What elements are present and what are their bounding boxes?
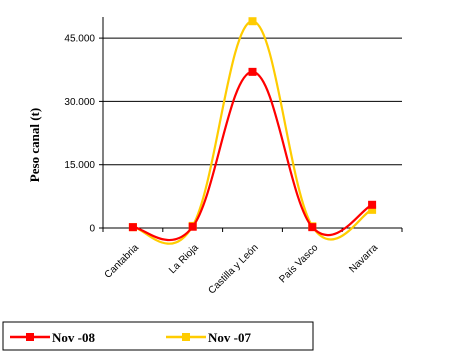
x-tick-label: Navarra: [347, 242, 380, 275]
y-axis-label: Peso canal (t): [27, 108, 42, 182]
legend-item: Nov -08: [10, 330, 95, 345]
series-1: [128, 67, 377, 242]
legend-box: [2, 321, 314, 351]
axes: [102, 17, 402, 229]
data-point-marker: [368, 200, 377, 209]
y-tick-label: 45.000: [64, 34, 95, 45]
legend-item: Nov -07: [166, 330, 251, 345]
series-lines: [128, 17, 377, 245]
y-tick-label: 30.000: [64, 97, 95, 108]
x-tick-label: Cantabria: [103, 242, 142, 281]
data-point-marker: [128, 223, 137, 232]
series-2: [128, 17, 377, 245]
y-tick-label: 15.000: [64, 160, 95, 171]
series-line: [132, 70, 373, 242]
legend-label: Nov -07: [208, 330, 251, 345]
gridlines: [103, 37, 402, 166]
y-tick-label: 0: [89, 224, 95, 235]
legend: Nov -08 Nov -07: [2, 321, 314, 351]
y-ticks: 0 15.000 30.000 45.000: [64, 34, 103, 235]
x-tick-label: La Rioja: [167, 242, 201, 276]
data-point-marker: [248, 67, 257, 76]
series-line: [132, 20, 373, 245]
data-point-marker: [248, 17, 257, 26]
data-point-marker: [368, 205, 377, 214]
x-ticks: Cantabria La Rioja Castilla y León País Vas…: [102, 228, 403, 297]
data-point-marker: [188, 222, 197, 231]
x-tick-label: País Vasco: [277, 242, 320, 285]
legend-marker: [182, 333, 190, 341]
legend-marker: [26, 333, 34, 341]
x-tick-label: Castilla y León: [206, 242, 260, 296]
legend-label: Nov -08: [52, 330, 95, 345]
data-point-marker: [308, 223, 317, 232]
